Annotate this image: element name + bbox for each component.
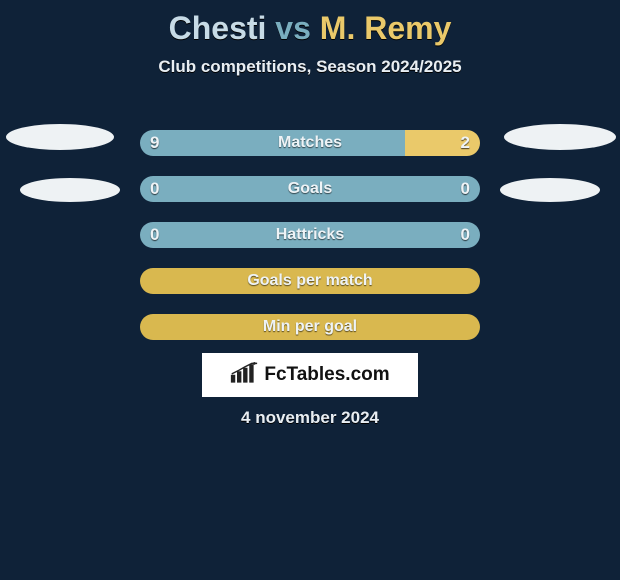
- date-label: 4 november 2024: [0, 408, 620, 428]
- side-ellipse: [6, 124, 114, 150]
- stat-row: Hattricks00: [0, 212, 620, 258]
- stat-value-left: 0: [150, 176, 159, 202]
- stat-bar: [140, 130, 480, 156]
- stat-bar: [140, 176, 480, 202]
- stat-value-right: 0: [461, 222, 470, 248]
- stat-bar: [140, 314, 480, 340]
- stat-bar-left: [140, 176, 480, 202]
- side-ellipse: [500, 178, 600, 202]
- player1-name: Chesti: [169, 10, 267, 46]
- stat-bar-left: [140, 222, 480, 248]
- side-ellipse: [20, 178, 120, 202]
- stat-bar: [140, 268, 480, 294]
- brand-text: FcTables.com: [264, 364, 389, 386]
- comparison-rows: Matches92Goals00Hattricks00Goals per mat…: [0, 120, 620, 350]
- page-title: Chesti vs M. Remy: [0, 0, 620, 47]
- stat-bar-right: [140, 314, 480, 340]
- stat-row: Goals per match: [0, 258, 620, 304]
- stat-bar-left: [140, 130, 405, 156]
- brand-chart-icon: [230, 362, 258, 389]
- stat-value-left: 0: [150, 222, 159, 248]
- stat-bar: [140, 222, 480, 248]
- vs-text: vs: [275, 10, 311, 46]
- subtitle: Club competitions, Season 2024/2025: [0, 57, 620, 77]
- player2-name: M. Remy: [320, 10, 452, 46]
- stat-bar-right: [140, 268, 480, 294]
- stat-value-right: 0: [461, 176, 470, 202]
- stat-value-left: 9: [150, 130, 159, 156]
- side-ellipse: [504, 124, 616, 150]
- stat-value-right: 2: [461, 130, 470, 156]
- brand-badge: FcTables.com: [202, 353, 418, 397]
- stat-row: Min per goal: [0, 304, 620, 350]
